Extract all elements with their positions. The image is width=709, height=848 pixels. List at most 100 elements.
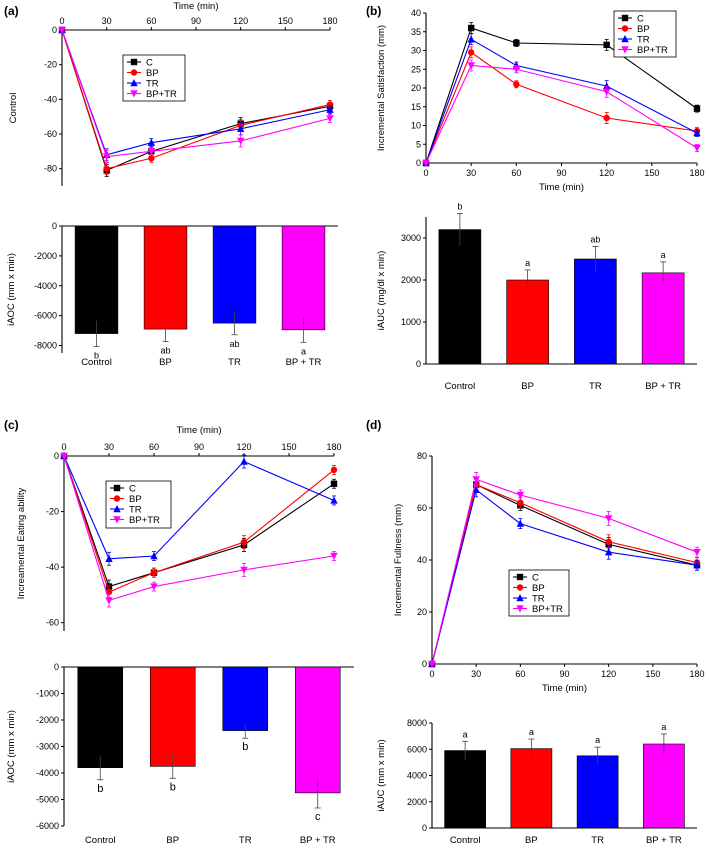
c-bar-category-label-0: Control xyxy=(85,835,116,846)
a-line-point-BP+TR xyxy=(102,153,111,161)
d-line-y-tick-label: 20 xyxy=(417,607,427,617)
b-line-x-tick-label: 60 xyxy=(511,168,521,178)
d-line-y-tick-label: 60 xyxy=(417,503,427,513)
d-line-point-BP+TR xyxy=(604,515,613,523)
d-bar-y-axis-title: iAUC (mm x min) xyxy=(376,739,387,811)
b-line-point-BP+TR xyxy=(512,66,521,74)
d-line-legend-marker-BP+TR xyxy=(516,605,524,613)
d-bar-bar-0 xyxy=(444,750,486,829)
a-line-x-tick-label: 0 xyxy=(59,16,64,26)
c-line-series-line-TR xyxy=(63,455,335,560)
a-bar-y-tick-label: -8000 xyxy=(34,341,57,351)
c-line-y-axis-title: Increamental Eating ability xyxy=(16,488,27,600)
d-line-x-tick-label: 120 xyxy=(601,669,616,679)
c-line-point-C xyxy=(330,480,338,487)
a-line-legend-marker-TR xyxy=(130,79,138,87)
b-bar-letter-2: ab xyxy=(590,234,600,244)
c-line-point-BP xyxy=(150,569,158,576)
b-line-legend-label-BP+TR: BP+TR xyxy=(637,45,668,56)
a-line-point-BP+TR xyxy=(147,148,156,156)
c-line-x-tick-label: 0 xyxy=(61,442,66,452)
a-line-y-tick-label: -20 xyxy=(44,60,57,70)
d-bar-y-tick-label: 4000 xyxy=(407,771,427,781)
d-line-legend-marker-C xyxy=(516,573,524,581)
a-bar-y-tick-label: -6000 xyxy=(34,311,57,321)
d-line-x-tick-label: 0 xyxy=(429,669,434,679)
b-line-point-C xyxy=(513,39,520,47)
a-line-x-tick-label: 180 xyxy=(322,16,337,26)
c-bar-bar-3 xyxy=(294,666,341,794)
b-bar-category-label-0: Control xyxy=(445,381,476,392)
a-line-legend-label-TR: TR xyxy=(146,79,159,90)
b-bar-y-tick-label: 3000 xyxy=(401,233,421,243)
c-bar-y-tick-label: -2000 xyxy=(36,715,59,725)
d-line-point-TR xyxy=(516,519,525,527)
c-line-point-TR xyxy=(105,554,113,562)
c-bar-y-tick-label: -3000 xyxy=(36,742,59,752)
d-line-x-tick-label: 60 xyxy=(515,669,525,679)
a-bar-category-label-2: TR xyxy=(228,357,241,368)
c-line-point-TR xyxy=(330,496,338,504)
b-line-y-tick-label: 35 xyxy=(411,27,421,37)
d-bar-bar-3 xyxy=(643,743,685,829)
c-line-legend-label-C: C xyxy=(129,484,136,495)
a-line-point-BP xyxy=(148,155,155,162)
c-bar-y-tick-label: -1000 xyxy=(36,689,59,699)
d-line-x-tick-label: 30 xyxy=(471,669,481,679)
a-line-y-tick-label: -80 xyxy=(44,164,57,174)
b-line-y-tick-label: 0 xyxy=(416,158,421,168)
d-line-y-tick-label: 0 xyxy=(422,659,427,669)
a-line-legend-marker-C xyxy=(130,58,138,66)
d-bar-y-tick-label: 2000 xyxy=(407,797,427,807)
a-bar-letter-2: ab xyxy=(229,339,239,349)
a-line-legend-label-C: C xyxy=(146,58,153,69)
b-bar-y-tick-label: 1000 xyxy=(401,317,421,327)
a-line-y-axis-title: Control xyxy=(8,93,19,124)
a-line-point-TR xyxy=(147,138,156,146)
c-bar-letter-0: b xyxy=(97,783,103,795)
d-line-y-tick-label: 80 xyxy=(417,451,427,461)
d-bar-category-label-1: BP xyxy=(525,835,538,846)
c-bar-letter-1: b xyxy=(170,781,176,793)
a-line-point-TR xyxy=(326,105,334,113)
b-line-y-tick-label: 20 xyxy=(411,83,421,93)
a-line-x-tick-label: 90 xyxy=(191,16,201,26)
b-line-point-BP+TR xyxy=(602,88,611,96)
a-line-series-line-TR xyxy=(61,29,331,156)
a-line-x-tick-label: 120 xyxy=(233,16,248,26)
c-line-x-axis-title: Time (min) xyxy=(176,425,221,436)
c-line-point-BP+TR xyxy=(330,552,338,560)
b-line-point-BP xyxy=(513,81,520,88)
a-line-point-BP+TR xyxy=(236,137,245,145)
panel-letter-d: (d) xyxy=(366,418,382,432)
c-bar-y-tick-label: -4000 xyxy=(36,768,59,778)
b-line-point-BP+TR xyxy=(693,144,701,152)
b-line-point-TR xyxy=(693,129,701,137)
d-bar-y-tick-label: 6000 xyxy=(407,744,427,754)
a-line-point-BP+TR xyxy=(58,26,66,34)
b-line-y-tick-label: 15 xyxy=(411,102,421,112)
d-line-point-BP xyxy=(605,538,612,545)
c-line-y-tick-label: -60 xyxy=(46,618,59,628)
b-line-point-BP+TR xyxy=(467,62,475,70)
d-line-legend-label-BP: BP xyxy=(532,583,545,594)
b-line-legend-marker-C xyxy=(621,14,629,22)
c-line-legend-marker-C xyxy=(113,484,121,492)
d-line-x-tick-label: 90 xyxy=(559,669,569,679)
a-bar-y-tick-label: -2000 xyxy=(34,251,57,261)
d-line-point-BP+TR xyxy=(693,549,701,557)
d-bar-letter-3: a xyxy=(661,722,666,732)
b-bar-bar-0 xyxy=(438,229,482,365)
d-line-legend-label-BP+TR: BP+TR xyxy=(532,604,563,615)
c-line-x-tick-label: 90 xyxy=(194,442,204,452)
c-bar-y-tick-label: -5000 xyxy=(36,795,59,805)
d-bar-bar-1 xyxy=(510,748,553,829)
d-line-x-tick-label: 180 xyxy=(689,669,704,679)
d-bar-letter-2: a xyxy=(595,735,600,745)
a-line-x-tick-label: 60 xyxy=(146,16,156,26)
c-bar-bar-2 xyxy=(222,666,269,731)
b-bar-y-tick-label: 0 xyxy=(416,359,421,369)
d-bar-letter-0: a xyxy=(463,729,468,739)
c-line-series-line-BP xyxy=(63,455,335,593)
c-line-y-tick-label: -40 xyxy=(46,562,59,572)
